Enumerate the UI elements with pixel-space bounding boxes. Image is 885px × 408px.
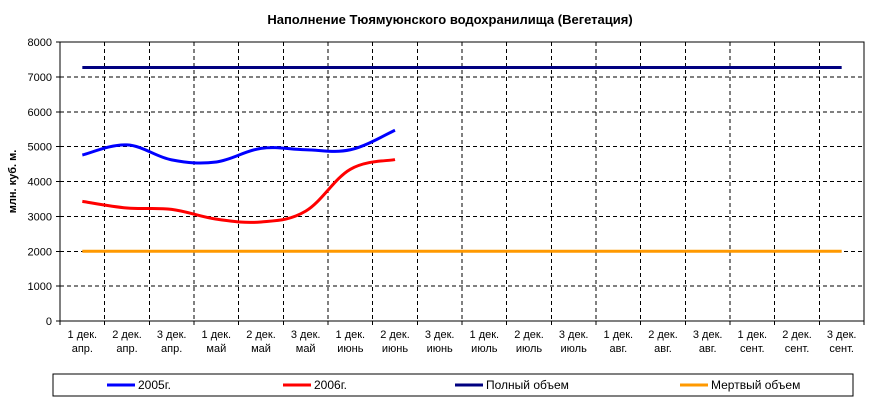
x-tick-label: 2 дек. авг. xyxy=(648,329,678,355)
legend-box xyxy=(52,373,854,397)
y-tick-label: 1000 xyxy=(28,281,52,293)
x-tick-label: 2 дек. сент. xyxy=(782,329,812,355)
plot-frame xyxy=(59,41,865,322)
x-tick-label: 1 дек. авг. xyxy=(604,329,634,355)
x-tick-label: 3 дек. сент. xyxy=(827,329,857,355)
x-tick-label: 3 дек. авг. xyxy=(693,329,723,355)
x-tick-label: 2 дек. апр. xyxy=(112,329,142,355)
legend-item-full-volume-label: Полный объем xyxy=(486,378,569,392)
x-tick-label: 2 дек. июль xyxy=(514,329,544,355)
legend-item-dead-volume-label: Мертвый объем xyxy=(711,378,800,392)
y-tick-label: 8000 xyxy=(28,37,52,49)
y-tick-label: 6000 xyxy=(28,107,52,119)
series-2005-line xyxy=(81,128,396,165)
y-tick-label: 4000 xyxy=(28,177,52,189)
legend-item-2006-label: 2006г. xyxy=(314,378,347,392)
x-tick-label: 1 дек. июль xyxy=(470,329,500,355)
y-tick-label: 3000 xyxy=(28,211,52,223)
y-tick-label: 7000 xyxy=(28,72,52,84)
y-axis-label: млн. куб. м. xyxy=(7,150,19,214)
y-tick-label: 5000 xyxy=(28,142,52,154)
series-2006-line xyxy=(82,158,396,224)
chart-title: Наполнение Тюямуюнского водохранилища (В… xyxy=(267,12,632,27)
x-tick-label: 2 дек. июнь xyxy=(380,329,410,355)
x-tick-label: 3 дек. июль xyxy=(559,329,589,355)
x-tick-label: 1 дек. апр. xyxy=(68,329,98,355)
x-tick-label: 3 дек. апр. xyxy=(157,329,187,355)
x-tick-label: 2 дек. май xyxy=(246,329,276,355)
x-tick-label: 1 дек. июнь xyxy=(336,329,366,355)
x-tick-label: 1 дек. май xyxy=(202,329,232,355)
x-tick-label: 3 дек. июнь xyxy=(425,329,455,355)
y-tick-label: 0 xyxy=(46,316,52,328)
plot-area: 0 1000 2000 3000 4000 5000 6000 7000 8000 1 дек. а… xyxy=(28,37,865,355)
legend: 2005г. 2006г. Полный объем Мертвый объем xyxy=(52,373,854,397)
y-tick-label: 2000 xyxy=(28,246,52,258)
x-tick-label: 1 дек. сент. xyxy=(738,329,768,355)
x-tick-label: 3 дек. май xyxy=(291,329,321,355)
legend-item-2005-label: 2005г. xyxy=(138,378,171,392)
